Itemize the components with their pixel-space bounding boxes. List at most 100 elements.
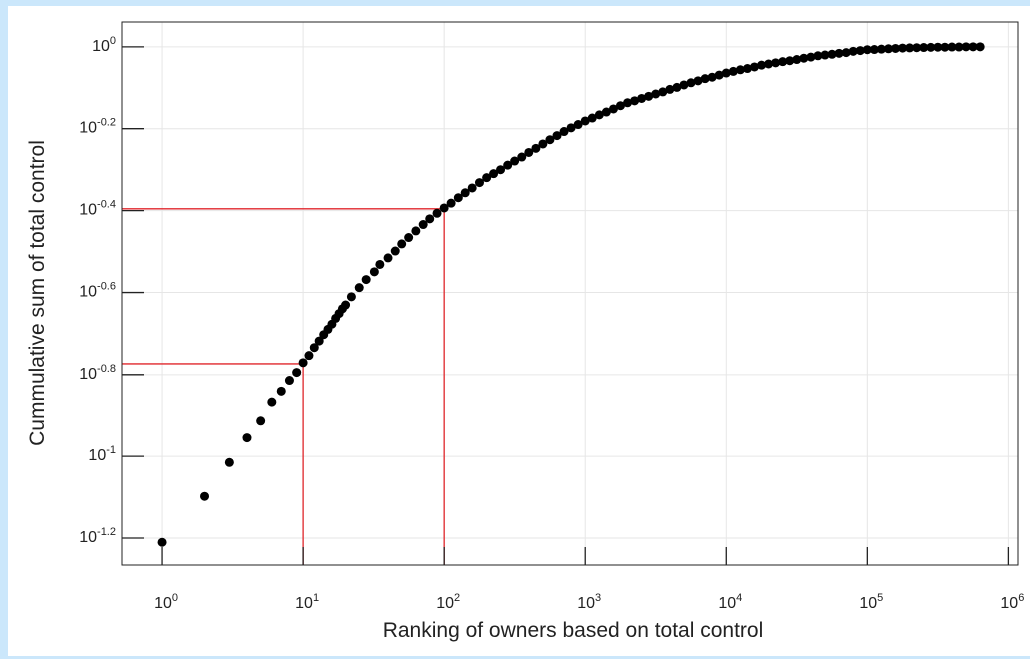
y-tick-label-exponent: -0.6 bbox=[97, 281, 116, 293]
x-tick-label-base: 10 bbox=[718, 595, 736, 612]
x-tick-label: 101 bbox=[295, 592, 319, 612]
point bbox=[742, 64, 752, 74]
point bbox=[686, 78, 696, 88]
point bbox=[309, 343, 319, 353]
point bbox=[276, 386, 286, 396]
point bbox=[891, 43, 901, 53]
point bbox=[672, 82, 682, 92]
y-tick-label-base: 10 bbox=[92, 38, 110, 55]
x-tick-label-exponent: 5 bbox=[877, 592, 883, 604]
y-tick-label-exponent: -0.2 bbox=[97, 117, 116, 129]
point bbox=[637, 93, 647, 103]
point bbox=[383, 253, 393, 263]
point bbox=[933, 42, 943, 52]
point bbox=[496, 165, 506, 175]
point bbox=[714, 70, 724, 80]
point bbox=[912, 43, 922, 53]
point bbox=[778, 57, 788, 67]
point bbox=[644, 91, 654, 101]
point bbox=[242, 433, 252, 443]
x-tick-label-base: 10 bbox=[295, 595, 313, 612]
y-tick-label: 10-1 bbox=[88, 444, 116, 464]
point bbox=[954, 42, 964, 52]
point bbox=[587, 113, 597, 123]
point bbox=[361, 275, 371, 285]
point bbox=[531, 143, 541, 153]
x-tick-label-base: 10 bbox=[859, 595, 877, 612]
point bbox=[735, 65, 745, 75]
y-tick-label: 10-0.6 bbox=[79, 281, 116, 301]
point bbox=[411, 226, 421, 236]
y-tick-label: 10-0.2 bbox=[79, 117, 116, 137]
point bbox=[284, 376, 294, 386]
y-tick-label: 10-1.2 bbox=[79, 526, 116, 546]
x-tick-label-base: 10 bbox=[1000, 595, 1018, 612]
point bbox=[601, 107, 611, 117]
point bbox=[806, 52, 816, 62]
point bbox=[665, 84, 675, 94]
x-tick-label-base: 10 bbox=[577, 595, 595, 612]
point bbox=[905, 43, 915, 53]
y-axis-label: Cummulative sum of total control bbox=[26, 140, 49, 446]
point bbox=[425, 214, 435, 224]
point bbox=[700, 74, 710, 84]
point bbox=[975, 42, 985, 52]
y-tick-label-base: 10 bbox=[88, 447, 106, 464]
point bbox=[460, 188, 470, 198]
point bbox=[898, 43, 908, 53]
point bbox=[869, 45, 879, 55]
point bbox=[615, 101, 625, 111]
point bbox=[764, 59, 774, 69]
point bbox=[848, 46, 858, 56]
x-axis-label: Ranking of owners based on total control bbox=[383, 619, 764, 642]
point bbox=[799, 53, 809, 63]
point bbox=[693, 76, 703, 86]
point bbox=[341, 300, 351, 310]
point bbox=[545, 135, 555, 145]
y-tick-label-exponent: -1 bbox=[106, 444, 116, 456]
y-tick-label-base: 10 bbox=[79, 202, 97, 219]
points bbox=[157, 42, 985, 547]
y-tick-label-base: 10 bbox=[79, 366, 97, 383]
y-tick-label-exponent: -0.8 bbox=[97, 363, 116, 375]
y-tick-label-base: 10 bbox=[79, 284, 97, 301]
point bbox=[224, 457, 234, 467]
point bbox=[517, 152, 527, 162]
x-tick-label-exponent: 1 bbox=[313, 592, 319, 604]
point bbox=[432, 208, 442, 218]
y-tick-label-base: 10 bbox=[79, 529, 97, 546]
y-tick-label-exponent: 0 bbox=[110, 35, 116, 47]
point bbox=[256, 416, 266, 426]
y-tick-label-base: 10 bbox=[79, 120, 97, 137]
point bbox=[453, 193, 463, 203]
point bbox=[707, 72, 717, 82]
point bbox=[354, 283, 364, 293]
y-tick-label: 10-0.4 bbox=[79, 199, 116, 219]
point bbox=[482, 173, 492, 183]
point bbox=[298, 358, 308, 368]
point bbox=[580, 116, 590, 126]
point bbox=[446, 198, 456, 208]
point bbox=[757, 60, 767, 70]
point bbox=[947, 42, 957, 52]
point bbox=[538, 139, 548, 149]
x-tick-label-exponent: 4 bbox=[736, 592, 742, 604]
point bbox=[397, 239, 407, 249]
x-tick-label: 103 bbox=[577, 592, 601, 612]
point bbox=[375, 259, 385, 269]
x-tick-label-exponent: 6 bbox=[1018, 592, 1024, 604]
point bbox=[813, 51, 823, 61]
x-tick-label-exponent: 3 bbox=[595, 592, 601, 604]
panel bbox=[8, 6, 1030, 656]
point bbox=[651, 89, 661, 99]
reference-lines bbox=[122, 208, 445, 565]
point bbox=[566, 123, 576, 133]
point bbox=[510, 156, 520, 166]
point bbox=[623, 98, 633, 108]
point bbox=[961, 42, 971, 52]
y-tick-label: 100 bbox=[92, 35, 116, 55]
point bbox=[573, 120, 583, 130]
x-tick-label: 105 bbox=[859, 592, 883, 612]
point bbox=[369, 267, 379, 277]
point bbox=[721, 68, 731, 78]
